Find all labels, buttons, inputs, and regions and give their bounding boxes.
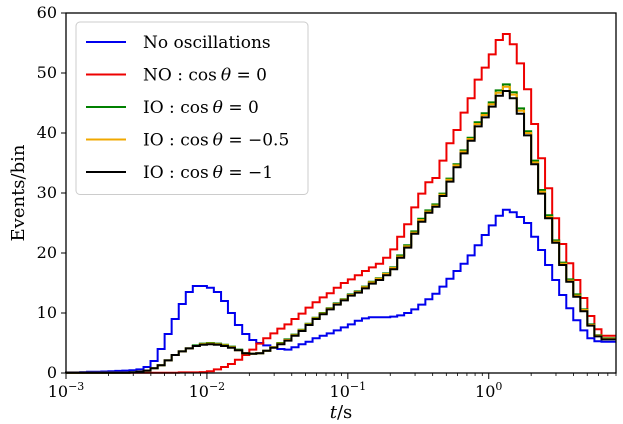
y-tick-label-0: 0 (47, 363, 57, 382)
legend: No oscillations NO : cos θ = 0 IO : cos θ = … (76, 22, 308, 195)
series-line-0 (66, 210, 616, 373)
legend-label-4: IO : cos θ = −1 (143, 163, 273, 183)
legend-label-1: NO : cos θ = 0 (143, 66, 267, 86)
y-tick-label-4: 40 (37, 123, 57, 142)
x-tick-label-3: 100 (475, 380, 502, 401)
y-axis-label: Events/bin (8, 144, 29, 241)
legend-label-3: IO : cos θ = −0.5 (143, 131, 289, 151)
legend-label-0: No oscillations (143, 33, 271, 53)
x-tick-label-0: 10−3 (48, 380, 85, 401)
y-tick-label-5: 50 (37, 63, 57, 82)
y-tick-label-3: 30 (37, 183, 57, 202)
x-axis-label: t/s (330, 402, 353, 423)
x-tick-label-2: 10−1 (330, 380, 367, 401)
legend-label-2: IO : cos θ = 0 (143, 98, 259, 118)
y-tick-label-1: 10 (37, 303, 57, 322)
y-tick-label-6: 60 (37, 3, 57, 22)
x-tick-label-1: 10−2 (189, 380, 226, 401)
y-tick-label-2: 20 (37, 243, 57, 262)
